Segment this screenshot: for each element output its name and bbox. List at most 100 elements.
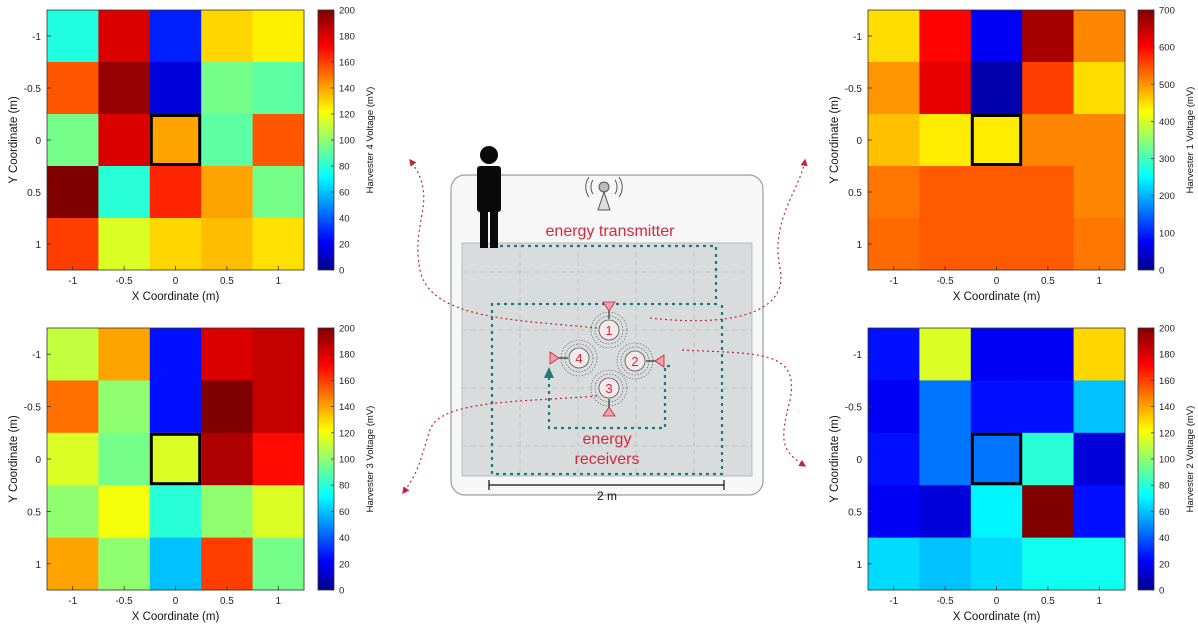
receiver-3-number: 3 <box>605 381 612 396</box>
heatmap-cell <box>98 432 151 486</box>
heatmap-cell <box>1022 328 1075 381</box>
y-tick-label: 0.5 <box>27 507 41 518</box>
colorbar-tick-label: 160 <box>1159 376 1175 387</box>
y-tick-label: 0 <box>856 455 862 466</box>
heatmap-cell <box>970 432 1023 486</box>
x-tick-label: 1 <box>276 276 282 287</box>
heatmap-cell <box>970 62 1023 115</box>
heatmap-cell <box>1073 485 1126 539</box>
heatmap-bottom-right: -1 -0.5 0 0.5 1 -1 -0.5 0 0.5 1 X Coordinate (m) Y … <box>829 324 1196 624</box>
colorbar-label: Harvester 1 Voltage (mV) <box>1185 87 1196 194</box>
x-tick-label: 0.5 <box>220 596 234 607</box>
colorbar-tick-label: 180 <box>1159 350 1175 361</box>
heatmap-cell <box>98 10 151 63</box>
heatmap-cell <box>252 432 305 486</box>
x-tick-label: -1 <box>889 276 898 287</box>
heatmap-cell <box>1073 218 1126 271</box>
colorbar-label: Harvester 3 Voltage (mV) <box>365 406 376 513</box>
y-tick-label: -1 <box>32 32 41 43</box>
colorbar-tick-label: 160 <box>339 58 355 69</box>
heatmap-cell <box>149 432 202 486</box>
colorbar-tick-label: 60 <box>339 507 350 518</box>
heatmap-cell <box>970 114 1023 167</box>
colorbar-tick-label: 60 <box>1159 507 1170 518</box>
heatmap-cell <box>98 485 151 539</box>
colorbar-tick-label: 200 <box>1159 324 1175 335</box>
y-tick-label: -0.5 <box>845 403 863 414</box>
heatmap-cell <box>201 10 254 63</box>
receiver-4: 4 <box>549 339 598 377</box>
heatmap-cell <box>919 114 972 167</box>
x-tick-label: 0.5 <box>1041 276 1055 287</box>
colorbar-tick-label: 0 <box>339 586 344 597</box>
heatmap-cell <box>252 10 305 63</box>
heatmap-cell <box>868 10 920 63</box>
heatmap-cell <box>1073 432 1126 486</box>
x-tick-label: -1 <box>68 276 77 287</box>
heatmap-cell <box>868 166 920 219</box>
heatmap-cell <box>47 432 99 486</box>
heatmap-cell <box>970 166 1023 219</box>
heatmap-cell <box>919 432 972 486</box>
x-tick-label: -0.5 <box>115 276 133 287</box>
y-tick-label: -1 <box>32 350 41 361</box>
heatmap-cell <box>970 485 1023 539</box>
y-tick-label: -1 <box>853 350 862 361</box>
x-tick-label: 0.5 <box>1041 596 1055 607</box>
heatmap-cell <box>47 485 99 539</box>
receiver-4-number: 4 <box>575 351 582 366</box>
y-tick-label: -0.5 <box>24 403 42 414</box>
colorbar-tick-label: 40 <box>339 533 350 544</box>
heatmap-cell <box>970 328 1023 381</box>
heatmap-cell <box>919 537 972 591</box>
colorbar-tick-label: 100 <box>1159 228 1175 239</box>
heatmap-cell <box>970 10 1023 63</box>
signal-arrow-harvester-1 <box>649 158 808 322</box>
y-tick-label: 1 <box>35 240 41 251</box>
receiver-2: 2 <box>616 342 665 380</box>
heatmap-cell <box>47 218 99 271</box>
y-tick-label: 1 <box>35 560 41 571</box>
x-tick-label: -1 <box>889 596 898 607</box>
x-tick-label: -0.5 <box>936 276 954 287</box>
colorbar <box>1137 9 1155 271</box>
heatmap-top-left: -1 -0.5 0 0.5 1 -1 -0.5 0 0.5 1 X Coordinate (m) Y … <box>8 6 376 304</box>
highlight-cell <box>970 432 1023 486</box>
heatmap-cell <box>1022 380 1075 434</box>
heatmap-cell <box>1073 380 1126 434</box>
colorbar-tick-label: 300 <box>1159 154 1175 165</box>
colorbar-tick-label: 20 <box>339 559 350 570</box>
y-axis-label: Y Coordinate (m) <box>8 415 20 503</box>
receivers-label-line2: receivers <box>575 451 640 468</box>
antenna-icon <box>585 176 623 211</box>
colorbar-tick-label: 120 <box>339 428 355 439</box>
colorbar-tick-label: 200 <box>1159 191 1175 202</box>
colorbar-tick-label: 120 <box>339 110 355 121</box>
colorbar-tick-label: 100 <box>339 455 355 466</box>
y-axis-label: Y Coordinate (m) <box>829 415 841 503</box>
heatmap-cell <box>970 537 1023 591</box>
signal-arrow-harvester-3 <box>402 395 598 495</box>
colorbar-tick-label: 100 <box>1159 455 1175 466</box>
heatmap-cell <box>1073 114 1126 167</box>
colorbar-label: Harvester 4 Voltage (mV) <box>365 87 376 194</box>
heatmap-cell <box>98 328 151 381</box>
heatmap-cell <box>47 114 99 167</box>
heatmap-cell <box>252 328 305 381</box>
colorbar-tick-label: 140 <box>339 402 355 413</box>
heatmap-cell <box>201 537 254 591</box>
receiver-3: 3 <box>590 369 628 417</box>
y-axis-label: Y Coordinate (m) <box>8 96 20 184</box>
colorbar-tick-label: 600 <box>1159 43 1175 54</box>
y-tick-label: 0 <box>856 136 862 147</box>
transmitter-label: energy transmitter <box>546 223 676 240</box>
heatmap-cell <box>919 166 972 219</box>
heatmap-cell <box>149 537 202 591</box>
receiver-2-number: 2 <box>631 354 638 369</box>
y-tick-label: 0.5 <box>848 188 862 199</box>
heatmap-cell <box>98 537 151 591</box>
heatmap-cell <box>868 114 920 167</box>
heatmap-cell <box>98 218 151 271</box>
heatmap-cell <box>1022 537 1075 591</box>
